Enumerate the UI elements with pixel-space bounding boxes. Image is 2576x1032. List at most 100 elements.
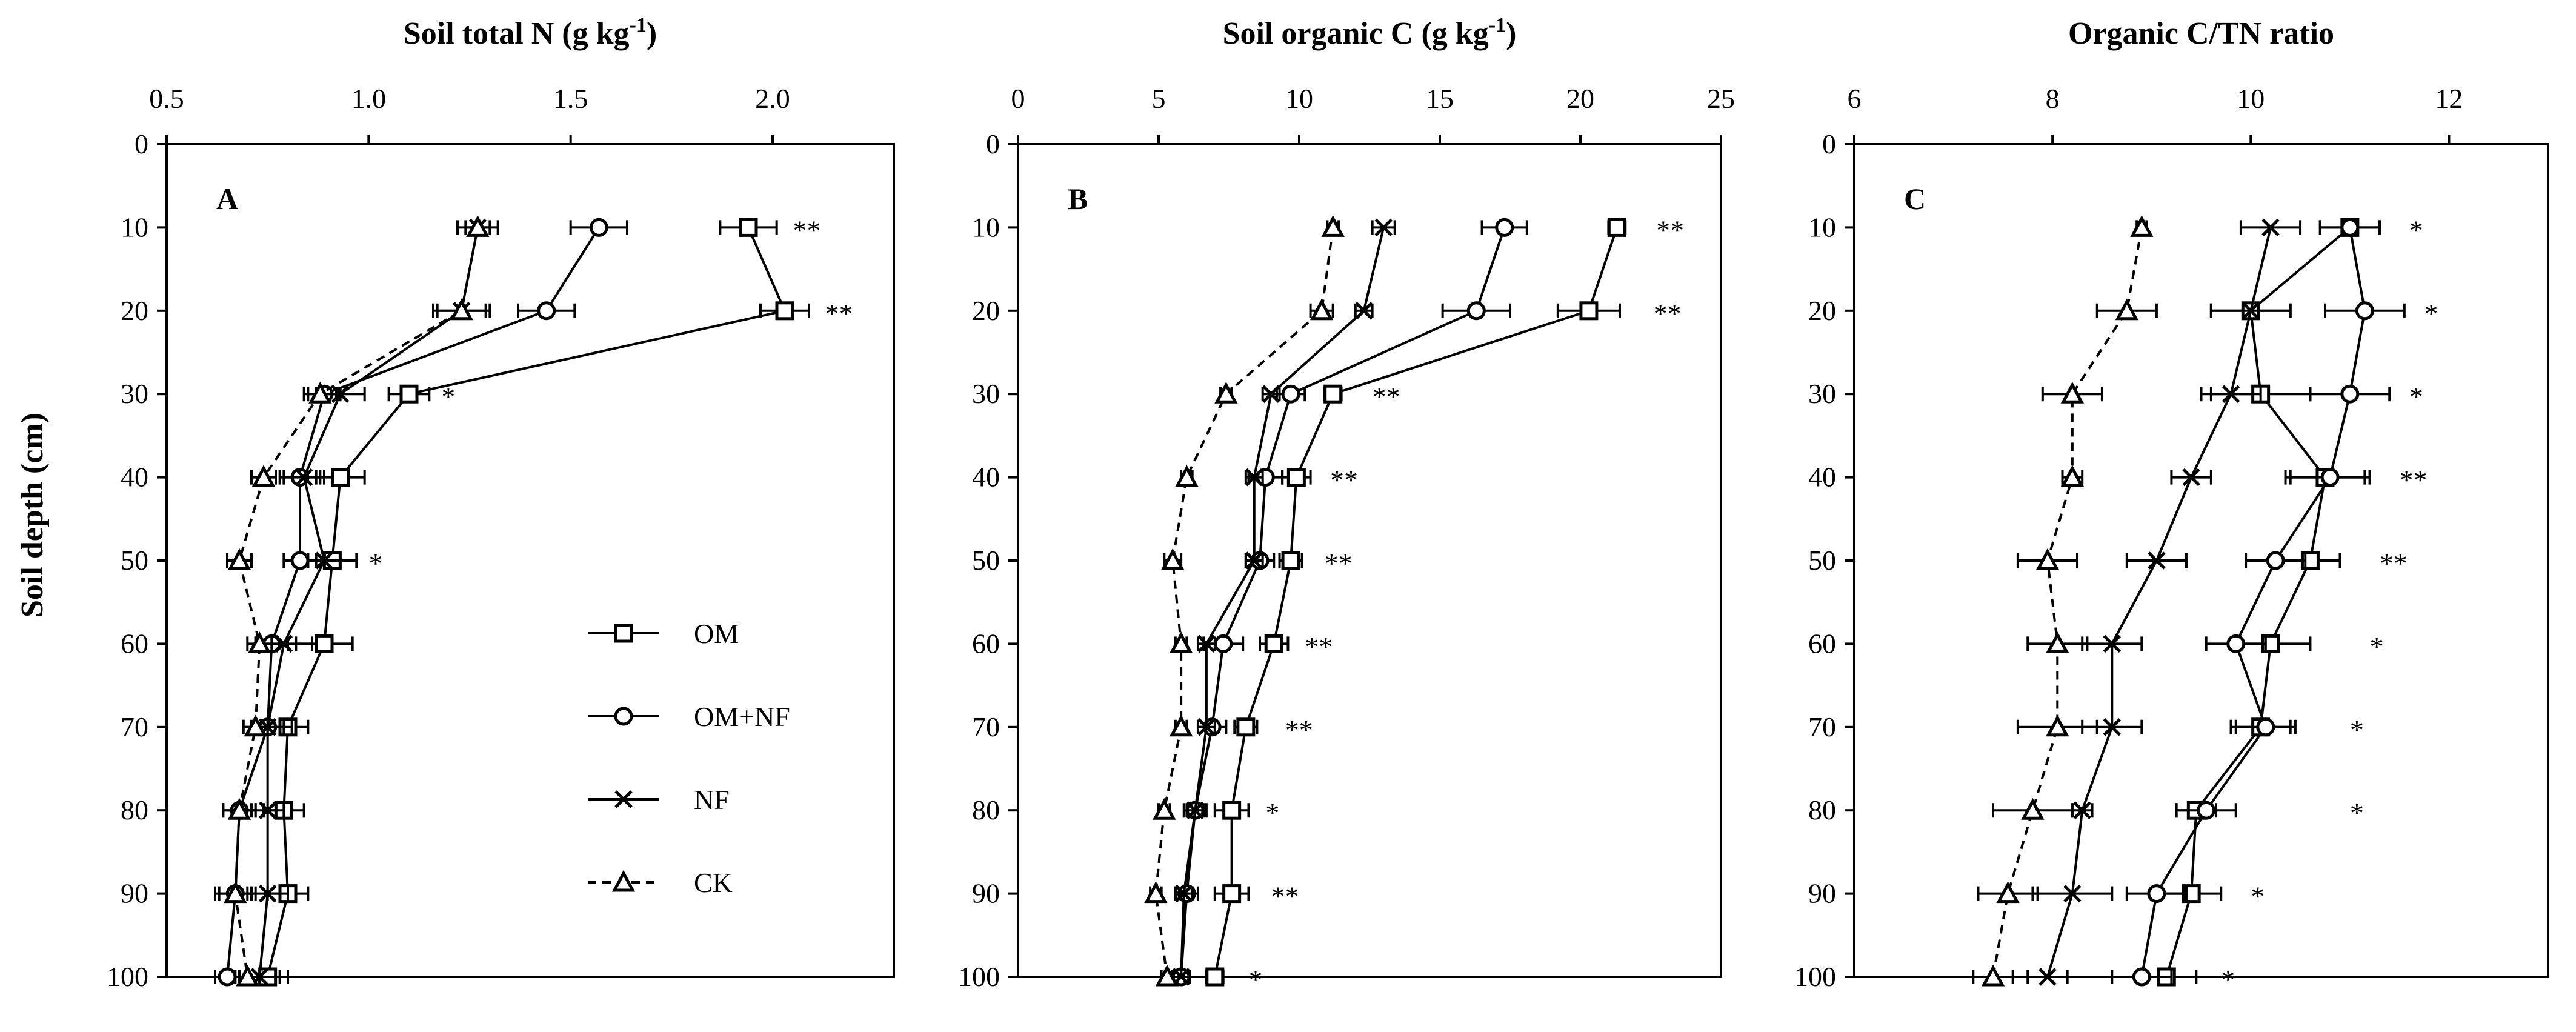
- data-point: [2266, 551, 2285, 570]
- y-tick-label: 50: [972, 545, 1000, 576]
- data-point: [1354, 302, 1373, 320]
- data-point: [1236, 717, 1256, 737]
- y-tick-label: 90: [972, 878, 1000, 909]
- x-tick-label: 5: [1152, 83, 1166, 114]
- data-point: [399, 384, 419, 404]
- series-line: [266, 227, 787, 977]
- data-point: [1161, 548, 1185, 570]
- significance-label: **: [2400, 465, 2428, 496]
- x-tick-label: 20: [1566, 83, 1594, 114]
- data-point: [2147, 884, 2166, 904]
- data-point: [1374, 218, 1393, 237]
- data-point: [1245, 468, 1263, 487]
- y-tick-label: 90: [1808, 878, 1836, 909]
- data-point: [2340, 384, 2360, 404]
- series-line: [234, 227, 479, 977]
- data-point: [2340, 218, 2360, 237]
- series-line: [1213, 227, 1619, 977]
- legend-marker: [614, 790, 633, 808]
- y-axis-title: Soil depth (cm): [15, 413, 50, 618]
- y-tick-label: 10: [972, 211, 1000, 242]
- series-nf: [1171, 218, 1396, 986]
- data-point: [224, 881, 247, 904]
- data-point: [2182, 468, 2200, 487]
- significance-label: **: [1656, 215, 1684, 245]
- y-tick-label: 30: [121, 378, 148, 409]
- y-tick-label: 70: [972, 711, 1000, 742]
- data-point: [244, 714, 267, 737]
- significance-label: *: [441, 381, 455, 412]
- series-nf: [238, 218, 499, 986]
- data-point: [1222, 884, 1242, 904]
- data-point: [450, 298, 473, 321]
- legend-item-om-nf: OM+NF: [588, 701, 790, 732]
- data-point: [258, 884, 277, 903]
- data-point: [218, 967, 237, 987]
- data-point: [1264, 634, 1283, 653]
- series-line: [2140, 227, 2366, 977]
- y-tick-label: 20: [972, 295, 1000, 326]
- data-point: [2039, 968, 2057, 986]
- x-tick-label: 6: [1848, 83, 1862, 114]
- data-point: [295, 468, 313, 487]
- y-tick-label: 0: [1822, 128, 1836, 159]
- data-point: [2103, 634, 2122, 653]
- x-tick-label: 1.0: [351, 83, 387, 114]
- panel-letter: B: [1068, 182, 1088, 216]
- data-point: [2021, 797, 2045, 820]
- y-tick-label: 70: [121, 711, 148, 742]
- series-nf: [2026, 218, 2302, 986]
- significance-label: **: [793, 215, 820, 245]
- series-ck: [218, 215, 491, 987]
- data-point: [1186, 801, 1205, 819]
- significance-label: *: [2370, 631, 2384, 662]
- y-tick-label: 50: [121, 545, 148, 576]
- data-point: [1169, 714, 1193, 737]
- series-line: [1992, 227, 2143, 977]
- data-point: [2320, 468, 2340, 487]
- series-line: [226, 227, 601, 977]
- data-point: [251, 465, 276, 487]
- significance-label: **: [1654, 298, 1682, 329]
- x-tick-label: 1.5: [553, 83, 588, 114]
- data-point: [1286, 468, 1306, 487]
- series-ck: [1972, 215, 2158, 987]
- panel-b: Soil organic C (g kg-1) 0 5 10 15 20 25 0 10 20 30…: [958, 14, 1735, 995]
- significance-label: *: [2251, 881, 2265, 912]
- y-tick-label: 20: [1808, 295, 1836, 326]
- data-point: [1281, 384, 1300, 404]
- data-point: [1996, 881, 2020, 904]
- series-line: [2046, 227, 2272, 977]
- data-point: [1310, 298, 1334, 321]
- significance-label: **: [1325, 548, 1353, 579]
- data-point: [537, 301, 556, 321]
- data-point: [1466, 301, 1486, 321]
- data-point: [2130, 215, 2154, 237]
- series-line: [258, 227, 479, 977]
- data-point: [2226, 634, 2246, 653]
- data-point: [1981, 964, 2005, 987]
- data-point: [1144, 881, 1168, 904]
- data-point: [1153, 797, 1176, 820]
- significance-label: *: [2409, 381, 2423, 412]
- data-point: [1155, 964, 1179, 987]
- data-point: [1214, 381, 1238, 404]
- data-point: [589, 218, 608, 237]
- data-point: [1214, 634, 1233, 653]
- data-point: [2197, 801, 2216, 820]
- series-ck: [1144, 215, 1345, 987]
- data-point: [315, 634, 334, 653]
- legend: OM OM+NF NF CK: [588, 618, 790, 898]
- series-om: [2135, 218, 2381, 987]
- x-axis-title-sup: -1: [1489, 14, 1506, 36]
- y-tick-label: 100: [107, 961, 148, 992]
- data-point: [775, 301, 794, 321]
- x-tick-label: 25: [1707, 83, 1735, 114]
- y-tick-label: 0: [986, 128, 1000, 159]
- panels: Soil total N (g kg-1)0.5 1.0 1.5 2.00102030…: [107, 14, 2549, 995]
- series-line: [1154, 227, 1334, 977]
- y-tick-label: 90: [121, 878, 148, 909]
- x-axis-title: Soil total N (g kg-1): [404, 14, 657, 51]
- data-point: [1579, 301, 1599, 321]
- significance-label: **: [1330, 465, 1358, 496]
